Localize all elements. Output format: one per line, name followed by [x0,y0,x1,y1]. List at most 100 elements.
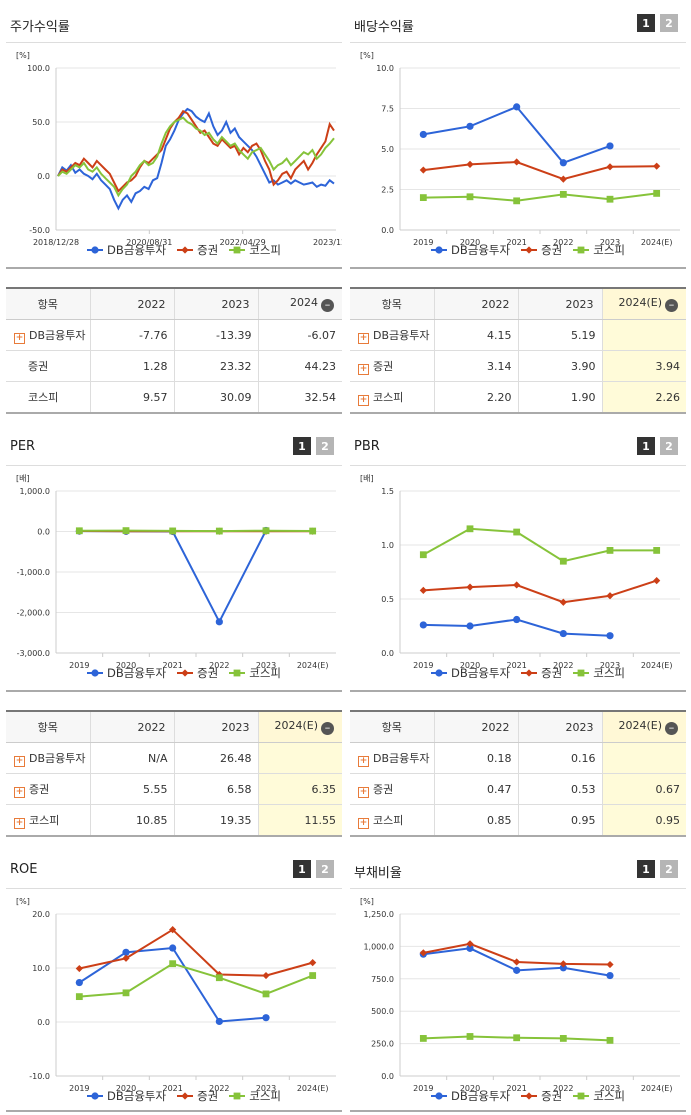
expand-icon[interactable]: + [358,363,369,375]
per-chart-title: PER [10,439,36,454]
legend-swatch-marker [577,1092,585,1100]
expand-icon[interactable]: + [358,332,369,344]
y-tick-label: 1.5 [381,487,394,496]
legend-item[interactable]: DB금융투자 [430,242,510,258]
chart-tabs: 1 2 [637,860,678,878]
expand-icon[interactable]: + [14,755,25,767]
legend-item[interactable]: DB금융투자 [430,665,510,681]
series-3 [419,1033,614,1044]
collapse-icon[interactable]: – [321,299,334,312]
data-point [466,122,474,130]
table-cell [258,742,342,774]
header-text: 2023 [565,297,594,311]
legend-swatch [431,669,447,677]
tab-2[interactable]: 2 [316,860,334,878]
tab-2[interactable]: 2 [316,437,334,455]
legend-item[interactable]: 코스피 [572,665,625,681]
header-text: 2023 [221,720,250,734]
data-point [122,948,130,956]
legend-swatch-marker [435,669,443,677]
collapse-icon[interactable]: – [321,722,334,735]
x-tick-label: 2023 [600,238,620,247]
x-tick-label: 2024(E) [641,238,673,247]
legend-item[interactable]: 코스피 [572,242,625,258]
tab-1[interactable]: 1 [293,437,311,455]
legend-item[interactable]: 증권 [520,665,562,681]
data-point [513,1034,521,1042]
dividend-chart-panel: 배당수익률 1 2 [%] 10.0 7.5 5.0 2.5 0.0 2019 2020 202… [350,8,686,269]
expand-icon[interactable]: + [14,817,25,829]
table-cell: -7.76 [90,319,175,351]
legend-item[interactable]: 코스피 [228,1088,281,1104]
legend-item[interactable]: DB금융투자 [86,665,166,681]
table-cell: N/A [90,742,175,774]
data-point [653,162,661,170]
chart-tabs: 1 2 [293,437,334,455]
data-point [559,159,567,167]
chart-legend: DB금융투자 증권 코스피 [430,242,625,258]
tab-2[interactable]: 2 [660,860,678,878]
legend-item[interactable]: 코스피 [228,665,281,681]
per-chart: [배] 1,000.0 0.0 -1,000.0 -2,000.0 -3,000.0 201… [16,474,336,670]
legend-item[interactable]: 증권 [176,665,218,681]
tab-1[interactable]: 1 [293,860,311,878]
legend-swatch [431,246,447,254]
x-tick-label: 2019 [413,238,433,247]
legend-item[interactable]: 증권 [520,1088,562,1104]
y-tick-label: 7.5 [381,105,394,114]
series-line [423,192,657,202]
row-label: + DB금융투자 [6,742,91,774]
data-point [559,598,567,606]
legend-item[interactable]: DB금융투자 [430,1088,510,1104]
data-point [466,583,474,591]
y-tick-label: 0.0 [37,172,50,181]
x-tick-label: 2024(E) [641,661,673,670]
table-row: + DB금융투자 4.15 5.19 [350,319,686,351]
data-point [419,130,427,139]
legend-item[interactable]: 코스피 [228,242,281,258]
expand-icon[interactable]: + [358,755,369,767]
collapse-icon[interactable]: – [665,722,678,735]
legend-item[interactable]: 증권 [176,1088,218,1104]
chart-legend: DB금융투자 증권 코스피 [86,665,281,681]
table-row: + DB금융투자 N/A 26.48 [6,742,342,774]
data-point [653,189,661,197]
legend-item[interactable]: DB금융투자 [86,1088,166,1104]
x-tick-label: 2020 [116,1084,136,1093]
row-label: + 증권 [350,773,435,805]
collapse-icon[interactable]: – [665,299,678,312]
x-tick-label: 2023 [256,1084,276,1093]
expand-icon[interactable]: + [14,786,25,798]
data-point [75,964,83,973]
legend-swatch [573,246,590,254]
x-tick-label: 2020 [460,1084,480,1093]
tab-2[interactable]: 2 [660,437,678,455]
series-line [79,529,313,533]
header-text: 항목 [381,721,402,734]
tab-1[interactable]: 1 [637,14,655,32]
x-tick-label: 2024(E) [297,661,329,670]
series-line-2 [57,109,335,193]
table-cell: 44.23 [258,350,342,382]
tab-1[interactable]: 1 [637,860,655,878]
expand-icon[interactable]: + [358,394,369,406]
x-tick-label: 2019 [413,1084,433,1093]
roe-chart-title: ROE [10,862,38,877]
chart-legend: DB금융투자 증권 코스피 [86,1088,281,1104]
legend-item[interactable]: 증권 [176,242,218,258]
expand-icon[interactable]: + [358,817,369,829]
expand-icon[interactable]: + [14,332,25,344]
header-text: 항목 [37,721,58,734]
table-cell: 9.57 [90,381,175,414]
tab-2[interactable]: 2 [660,14,678,32]
expand-icon[interactable]: + [358,786,369,798]
legend-item[interactable]: 증권 [520,242,562,258]
y-tick-label: 0.0 [37,1018,50,1027]
table-cell: 23.32 [174,350,259,382]
legend-item[interactable]: 코스피 [572,1088,625,1104]
series-line-1 [57,107,335,211]
legend-item[interactable]: DB금융투자 [86,242,166,258]
data-point [75,527,83,535]
tab-1[interactable]: 1 [637,437,655,455]
row-label-text: 코스피 [28,391,59,404]
